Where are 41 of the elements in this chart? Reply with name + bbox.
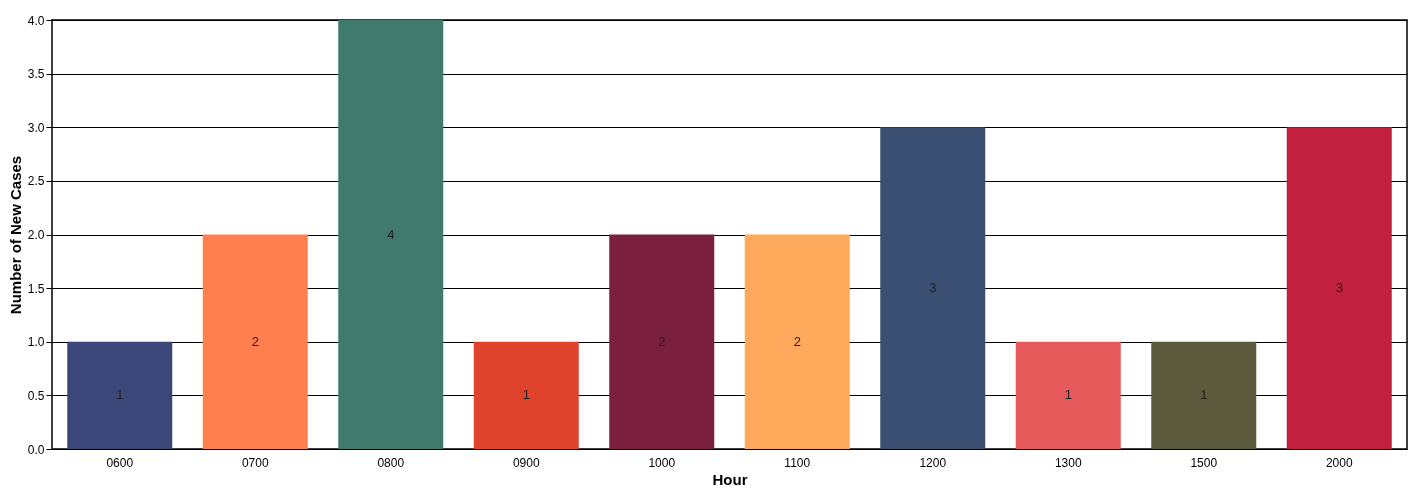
bar [880, 127, 986, 449]
data-label: 2 [658, 333, 666, 349]
y-tick-label: 4.0 [27, 13, 45, 28]
y-tick-label: 2.5 [27, 174, 45, 189]
bar [609, 234, 715, 449]
x-tick-label: 0900 [512, 455, 540, 470]
x-tick-label: 0700 [241, 455, 269, 470]
data-label: 3 [929, 280, 937, 296]
bar [338, 20, 444, 449]
y-axis-title: Number of New Cases [6, 155, 24, 315]
x-tick-label: 1200 [919, 455, 947, 470]
x-tick-label: 1500 [1190, 455, 1218, 470]
data-label: 1 [1200, 387, 1208, 403]
bar [67, 341, 173, 449]
y-tick-label: 3.5 [27, 67, 45, 82]
y-tick-label: 0.0 [27, 442, 45, 457]
x-tick-label: 0600 [106, 455, 134, 470]
x-tick-label: 1000 [648, 455, 676, 470]
bar [1286, 127, 1392, 449]
bar [1015, 341, 1121, 449]
y-tick-label: 3.0 [27, 120, 45, 135]
data-label: 1 [1064, 387, 1072, 403]
y-tick-label: 1.5 [27, 281, 45, 296]
data-label: 1 [116, 387, 124, 403]
x-tick-label: 2000 [1325, 455, 1353, 470]
x-axis-title: Hour [712, 470, 748, 488]
x-tick-label: 1300 [1054, 455, 1082, 470]
x-tick-label: 1100 [784, 455, 811, 470]
data-label: 2 [251, 333, 259, 349]
data-label: 1 [522, 387, 530, 403]
data-label: 3 [1335, 280, 1343, 296]
y-tick-label: 1.0 [27, 335, 45, 350]
bar [1151, 341, 1257, 449]
y-tick-label: 0.5 [27, 388, 45, 403]
bar [744, 234, 850, 449]
x-tick-label: 0800 [377, 455, 405, 470]
bar [473, 341, 579, 449]
data-label: 4 [387, 226, 395, 242]
y-tick-label: 2.0 [27, 228, 45, 242]
bar [202, 234, 308, 449]
data-label: 2 [793, 333, 801, 349]
